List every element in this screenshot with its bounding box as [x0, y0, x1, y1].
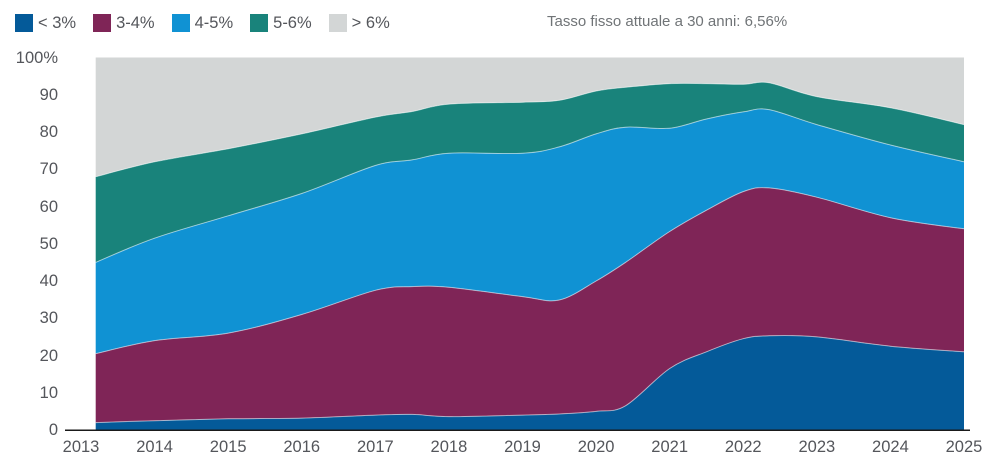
- y-axis-tick-label: 100%: [15, 48, 58, 67]
- y-axis-tick-label: 80: [39, 123, 58, 141]
- legend-swatch-icon: [15, 14, 33, 32]
- x-axis-tick-label: 2024: [872, 438, 909, 456]
- y-axis-tick-label: 40: [39, 272, 58, 290]
- legend-swatch-icon: [328, 14, 347, 32]
- y-axis-tick-label: 20: [39, 346, 58, 365]
- legend-item-4: 5-6%: [250, 14, 312, 32]
- y-axis-tick-label: 0: [48, 421, 58, 439]
- x-axis-tick-label: 2021: [651, 438, 689, 456]
- area-band-4-5: [95, 108, 964, 354]
- legend-item-label: 4-5%: [194, 14, 234, 32]
- x-axis-tick-label: 2014: [136, 438, 173, 456]
- y-axis-tick-label: 10: [39, 383, 58, 402]
- legend-item-5: > 6%: [328, 14, 390, 32]
- legend-swatch-icon: [171, 14, 190, 32]
- current-rate-annotation: Tasso fisso attuale a 30 anni: 6,56%: [547, 13, 788, 30]
- legend-item-2: 3-4%: [93, 14, 155, 32]
- area-band-5-6: [95, 82, 964, 263]
- legend: < 3% 3-4% 4-5% 5-6% > 6%: [15, 14, 390, 32]
- band-boundary-line: [95, 81, 965, 178]
- area-band-3-4: [95, 187, 964, 423]
- y-axis-tick-label: 50: [39, 234, 58, 253]
- legend-item-label: 3-4%: [116, 14, 155, 32]
- y-axis-tick-label: 70: [39, 160, 58, 179]
- band-boundary-line: [95, 334, 965, 424]
- area-band-6: [95, 57, 964, 177]
- legend-item-3: 4-5%: [171, 14, 234, 32]
- x-axis-tick-label: 2017: [356, 438, 394, 456]
- legend-item-label: 5-6%: [273, 14, 312, 32]
- x-axis-tick-label: 2019: [504, 438, 541, 456]
- x-axis-tick-label: 2018: [430, 438, 468, 456]
- band-boundary-line: [95, 187, 965, 355]
- x-axis-tick-label: 2025: [945, 438, 982, 456]
- x-axis-tick-label: 2020: [577, 438, 615, 456]
- x-axis-tick-label: 2022: [724, 438, 762, 456]
- area-band-3: [95, 335, 964, 430]
- y-axis-tick-label: 30: [39, 309, 58, 328]
- legend-swatch-icon: [93, 14, 112, 32]
- x-axis-tick-label: 2016: [283, 438, 321, 456]
- y-axis-tick-label: 90: [39, 85, 58, 104]
- legend-item-label: < 3%: [38, 14, 77, 32]
- x-axis-tick-label: 2013: [62, 438, 100, 456]
- x-axis-tick-label: 2015: [209, 438, 247, 456]
- y-axis-tick-label: 60: [39, 197, 58, 216]
- band-boundary-line: [95, 108, 965, 263]
- legend-item-1: < 3%: [15, 14, 76, 32]
- legend-item-label: > 6%: [351, 14, 390, 32]
- legend-swatch-icon: [250, 14, 269, 32]
- x-axis-tick-label: 2023: [798, 438, 836, 456]
